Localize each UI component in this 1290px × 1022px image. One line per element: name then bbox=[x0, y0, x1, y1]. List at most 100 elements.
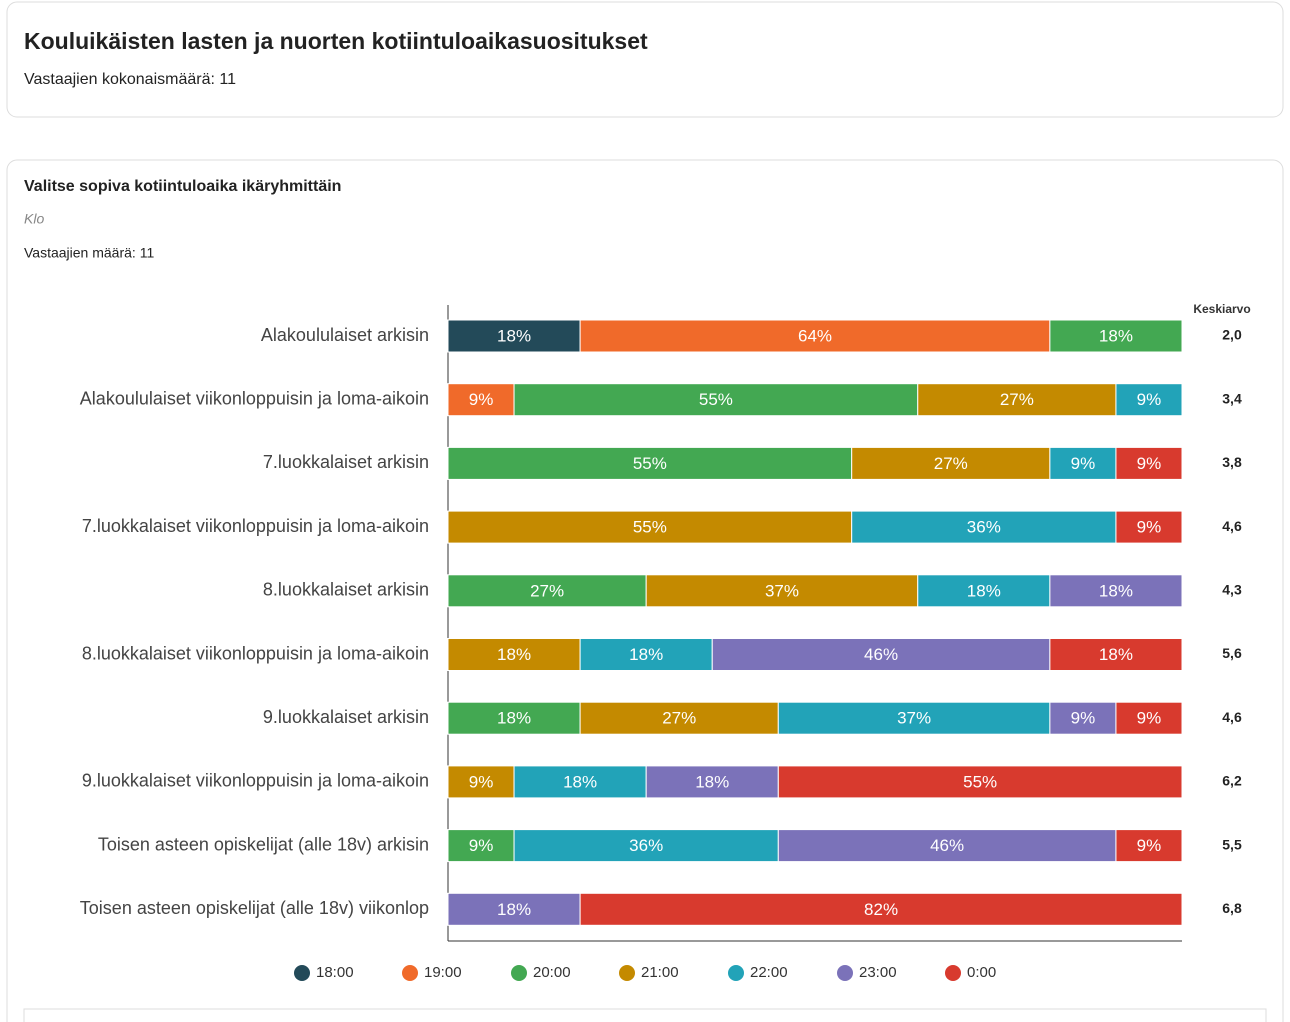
legend-dot bbox=[294, 965, 310, 981]
data-label: 18% bbox=[497, 645, 531, 664]
legend-dot bbox=[945, 965, 961, 981]
bar-segment bbox=[1049, 701, 1117, 735]
data-label: 55% bbox=[963, 772, 997, 791]
legend-label: 20:00 bbox=[533, 964, 571, 981]
bar-segment bbox=[447, 829, 515, 863]
data-label: 9% bbox=[1071, 454, 1096, 473]
legend-label: 21:00 bbox=[641, 964, 679, 981]
bar-segment bbox=[851, 446, 1051, 480]
data-label: 9% bbox=[1137, 454, 1162, 473]
legend-dot bbox=[402, 965, 418, 981]
bar-segment bbox=[1115, 510, 1183, 544]
respondent-count: Vastaajien määrä: 11 bbox=[24, 245, 154, 261]
average-value: 4,6 bbox=[1222, 518, 1242, 534]
data-label: 82% bbox=[864, 900, 898, 919]
bar-segment bbox=[447, 574, 647, 608]
bar-segment bbox=[1049, 319, 1183, 353]
average-header: Keskiarvo bbox=[1193, 302, 1250, 316]
data-label: 18% bbox=[563, 772, 597, 791]
bar-segment bbox=[917, 574, 1051, 608]
bar-segment bbox=[851, 510, 1117, 544]
bar-segment bbox=[579, 892, 1183, 926]
legend-label: 23:00 bbox=[859, 964, 897, 981]
bar-segment bbox=[777, 765, 1183, 799]
bar-segment bbox=[645, 574, 919, 608]
data-label: 9% bbox=[1071, 709, 1096, 728]
page-title: Kouluikäisten lasten ja nuorten kotiintu… bbox=[24, 28, 648, 54]
bar-segment bbox=[579, 319, 1051, 353]
average-value: 6,2 bbox=[1222, 773, 1242, 789]
data-label: 9% bbox=[1137, 836, 1162, 855]
average-value: 4,3 bbox=[1222, 582, 1242, 598]
bar-segment bbox=[447, 765, 515, 799]
bar-segment bbox=[777, 701, 1051, 735]
data-label: 18% bbox=[497, 326, 531, 345]
category-label: 8.luokkalaiset viikonloppuisin ja loma-a… bbox=[82, 643, 429, 663]
data-label: 27% bbox=[1000, 390, 1034, 409]
data-label: 9% bbox=[1137, 709, 1162, 728]
unit: Klo bbox=[24, 211, 44, 227]
data-label: 18% bbox=[629, 645, 663, 664]
category-label: Toisen asteen opiskelijat (alle 18v) vii… bbox=[80, 898, 429, 918]
data-label: 18% bbox=[497, 900, 531, 919]
data-label: 36% bbox=[967, 518, 1001, 537]
average-value: 6,8 bbox=[1222, 900, 1242, 916]
bar-segment bbox=[513, 383, 919, 417]
data-label: 18% bbox=[497, 709, 531, 728]
average-value: 4,6 bbox=[1222, 709, 1242, 725]
average-value: 5,6 bbox=[1222, 645, 1242, 661]
data-label: 27% bbox=[530, 581, 564, 600]
data-label: 46% bbox=[930, 836, 964, 855]
table-top bbox=[23, 1008, 1267, 1022]
bar-segment bbox=[711, 638, 1051, 671]
data-label: 64% bbox=[798, 326, 832, 345]
category-label: 9.luokkalaiset arkisin bbox=[263, 707, 429, 727]
average-value: 2,0 bbox=[1222, 327, 1242, 343]
data-label: 18% bbox=[1099, 326, 1133, 345]
legend-dot bbox=[511, 965, 527, 981]
data-label: 27% bbox=[662, 709, 696, 728]
bar-segment bbox=[1115, 829, 1183, 863]
bar-segment bbox=[447, 319, 581, 353]
bar-segment bbox=[777, 829, 1117, 863]
data-label: 18% bbox=[695, 772, 729, 791]
legend-label: 22:00 bbox=[750, 964, 788, 981]
header-card bbox=[6, 1, 1284, 118]
data-label: 18% bbox=[967, 581, 1001, 600]
category-label: 7.luokkalaiset viikonloppuisin ja loma-a… bbox=[82, 516, 429, 536]
category-label: Alakoululaiset arkisin bbox=[261, 325, 429, 345]
average-value: 3,4 bbox=[1222, 390, 1242, 406]
bar-segment bbox=[579, 701, 779, 735]
data-label: 36% bbox=[629, 836, 663, 855]
total-count: Vastaajien kokonaismäärä: 11 bbox=[24, 71, 236, 88]
legend-dot bbox=[728, 965, 744, 981]
bar-segment bbox=[917, 383, 1117, 417]
bar-segment bbox=[579, 638, 713, 671]
data-label: 46% bbox=[864, 645, 898, 664]
data-label: 9% bbox=[469, 772, 494, 791]
data-label: 37% bbox=[897, 709, 931, 728]
legend-dot bbox=[837, 965, 853, 981]
data-label: 18% bbox=[1099, 581, 1133, 600]
bar-segment bbox=[1115, 701, 1183, 735]
legend-label: 19:00 bbox=[424, 964, 462, 981]
question-title: Valitse sopiva kotiintuloaika ikäryhmitt… bbox=[24, 178, 341, 195]
bar-segment bbox=[513, 765, 647, 799]
data-label: 37% bbox=[765, 581, 799, 600]
data-label: 55% bbox=[633, 454, 667, 473]
data-label: 9% bbox=[469, 390, 494, 409]
category-label: 7.luokkalaiset arkisin bbox=[263, 452, 429, 472]
bar-segment bbox=[1115, 446, 1183, 480]
bar-segment bbox=[1049, 638, 1183, 671]
category-label: Alakoululaiset viikonloppuisin ja loma-a… bbox=[80, 388, 429, 408]
bar-segment bbox=[645, 765, 779, 799]
data-label: 9% bbox=[1137, 518, 1162, 537]
category-label: 8.luokkalaiset arkisin bbox=[263, 580, 429, 600]
bar-segment bbox=[447, 892, 581, 926]
bar-segment bbox=[1049, 574, 1183, 608]
legend-label: 0:00 bbox=[967, 964, 996, 981]
legend-label: 18:00 bbox=[316, 964, 354, 981]
data-label: 9% bbox=[469, 836, 494, 855]
